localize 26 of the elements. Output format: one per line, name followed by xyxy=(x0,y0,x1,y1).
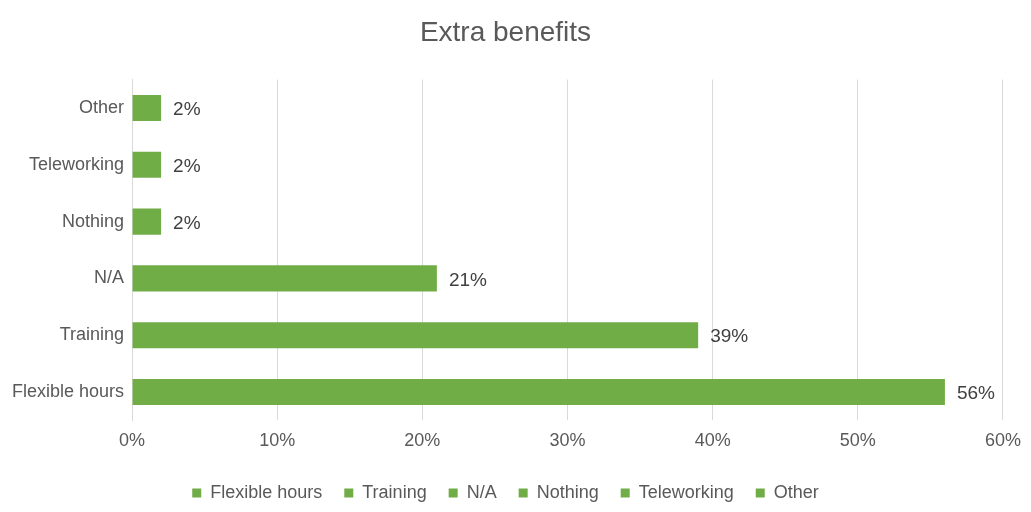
y-tick-label: N/A xyxy=(94,267,125,288)
y-tick-label: Other xyxy=(79,96,125,117)
x-tick-label: 10% xyxy=(259,430,296,451)
x-tick-label: 40% xyxy=(694,430,731,451)
y-tick-label: Flexible hours xyxy=(11,380,125,401)
y-tick-label: Training xyxy=(59,324,125,345)
data-label: 2% xyxy=(173,98,201,120)
legend-label: Teleworking xyxy=(638,481,734,502)
y-tick-label: Nothing xyxy=(62,210,125,231)
data-label: 2% xyxy=(173,155,201,177)
data-label: 2% xyxy=(173,211,201,233)
data-label: 56% xyxy=(956,382,996,404)
y-tick-label: Teleworking xyxy=(29,153,125,174)
legend-label: Nothing xyxy=(536,481,599,502)
legend-label: N/A xyxy=(466,481,497,502)
x-tick-label: 20% xyxy=(404,430,441,451)
legend-label: Flexible hours xyxy=(210,481,323,502)
x-tick-label: 0% xyxy=(119,430,146,451)
x-tick-label: 30% xyxy=(549,430,586,451)
chart-title: Extra benefits xyxy=(419,15,592,47)
data-label: 21% xyxy=(448,268,488,290)
legend-label: Training xyxy=(362,481,427,502)
data-label: 39% xyxy=(710,325,749,347)
x-tick-label: 60% xyxy=(984,430,1021,451)
x-tick-label: 50% xyxy=(839,430,876,451)
legend-label: Other xyxy=(773,481,819,502)
